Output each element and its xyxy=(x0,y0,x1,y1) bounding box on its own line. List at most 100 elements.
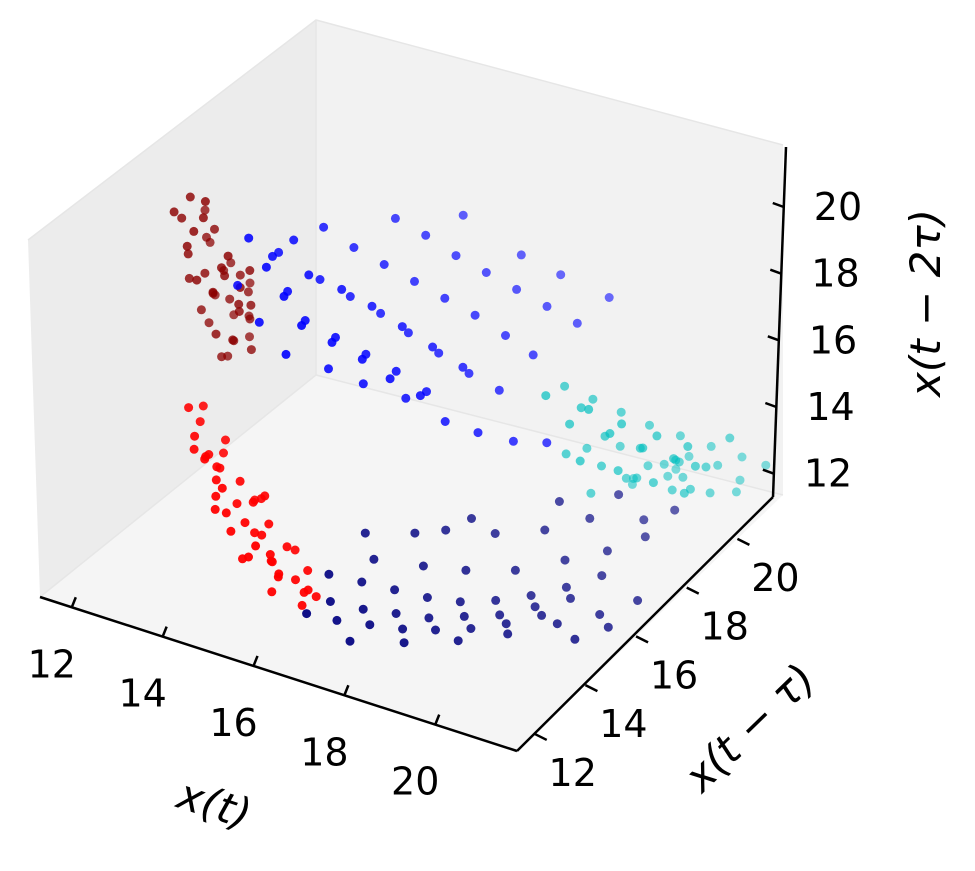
data-point-cyan xyxy=(627,479,637,489)
data-point-blue xyxy=(494,385,504,395)
data-point-cyan xyxy=(645,420,654,430)
data-point-cyan xyxy=(588,394,598,404)
data-point-darkred xyxy=(245,266,255,275)
data-point-cyan xyxy=(731,487,741,497)
data-point-blue xyxy=(458,362,468,372)
data-point-red xyxy=(200,454,210,464)
data-point-navy xyxy=(639,515,649,525)
data-point-navy xyxy=(566,593,575,603)
z-axis-label: x(t − 2τ) xyxy=(901,209,950,399)
data-point-red xyxy=(273,572,283,582)
data-point-navy xyxy=(332,615,342,625)
data-point-blue xyxy=(604,293,614,302)
data-point-blue xyxy=(315,275,325,284)
data-point-blue xyxy=(268,251,277,261)
data-point-blue xyxy=(470,310,480,320)
data-point-red xyxy=(184,403,194,413)
data-point-blue xyxy=(289,235,299,245)
data-point-blue xyxy=(261,262,271,272)
x-tick-label: 12 xyxy=(28,642,76,686)
data-point-navy xyxy=(325,597,335,606)
data-point-cyan xyxy=(713,460,723,470)
data-point-darkred xyxy=(211,329,221,339)
data-point-red xyxy=(211,491,221,501)
data-point-red xyxy=(211,475,221,485)
data-point-darkred xyxy=(198,213,208,223)
z-tick-mark xyxy=(764,401,777,409)
data-point-blue xyxy=(501,331,510,340)
data-point-blue xyxy=(542,438,552,448)
data-point-cyan xyxy=(632,473,642,483)
data-point-blue xyxy=(385,374,395,384)
x-tick-label: 18 xyxy=(300,730,348,774)
data-point-navy xyxy=(324,569,334,579)
data-point-navy xyxy=(418,561,428,571)
data-point-blue xyxy=(473,428,483,438)
data-point-navy xyxy=(360,528,370,538)
panes xyxy=(27,19,784,751)
data-point-red xyxy=(251,541,261,551)
data-point-blue xyxy=(327,337,337,347)
data-point-darkred xyxy=(192,275,202,285)
data-point-blue xyxy=(324,364,333,374)
data-point-blue xyxy=(403,328,413,338)
y-tick-mark xyxy=(736,537,750,547)
data-point-cyan xyxy=(705,488,715,498)
data-point-blue xyxy=(397,322,407,332)
data-point-darkred xyxy=(183,249,193,259)
data-point-blue xyxy=(512,284,522,294)
data-point-navy xyxy=(670,505,680,515)
data-point-blue xyxy=(367,301,377,311)
data-point-red xyxy=(303,585,313,595)
data-point-cyan xyxy=(679,488,689,498)
data-point-cyan xyxy=(683,442,693,451)
x-axis-line xyxy=(39,595,518,753)
data-point-cyan xyxy=(617,419,627,429)
data-point-navy xyxy=(510,565,520,575)
data-point-red xyxy=(250,528,260,538)
x-tick-mark xyxy=(252,655,259,667)
data-point-blue xyxy=(281,349,291,359)
data-point-navy xyxy=(595,610,605,619)
data-point-navy xyxy=(597,571,607,581)
data-point-red xyxy=(212,462,222,472)
data-point-navy xyxy=(357,577,367,587)
data-point-cyan xyxy=(597,461,606,471)
data-point-darkred xyxy=(228,335,238,345)
x-tick-mark xyxy=(70,596,77,608)
data-point-darkred xyxy=(235,270,245,280)
data-point-red xyxy=(210,504,220,514)
data-point-red xyxy=(260,491,270,501)
data-point-blue xyxy=(440,417,450,426)
data-point-darkred xyxy=(223,251,233,261)
data-point-red xyxy=(290,545,300,555)
data-point-navy xyxy=(614,490,624,500)
data-point-navy xyxy=(365,620,375,630)
data-point-navy xyxy=(422,593,432,602)
data-point-blue xyxy=(337,284,347,294)
data-point-navy xyxy=(431,625,440,635)
data-point-blue xyxy=(428,342,438,352)
data-point-navy xyxy=(461,565,471,575)
data-point-darkred xyxy=(210,224,219,234)
x-tick-mark xyxy=(343,684,350,696)
data-point-blue xyxy=(357,354,367,364)
data-point-red xyxy=(297,600,307,610)
data-point-cyan xyxy=(584,404,594,414)
data-point-cyan xyxy=(605,429,615,438)
data-point-navy xyxy=(552,619,562,629)
data-point-blue xyxy=(304,270,314,280)
y-tick-mark xyxy=(534,732,548,742)
data-point-blue xyxy=(390,213,400,223)
data-point-navy xyxy=(345,636,355,646)
data-point-cyan xyxy=(678,472,688,482)
data-point-navy xyxy=(410,528,420,538)
back-pane-xz xyxy=(316,20,783,495)
data-point-cyan xyxy=(725,433,735,443)
data-point-cyan xyxy=(652,431,662,441)
data-point-navy xyxy=(503,629,513,639)
data-point-blue xyxy=(254,317,264,327)
data-point-blue xyxy=(410,276,419,286)
